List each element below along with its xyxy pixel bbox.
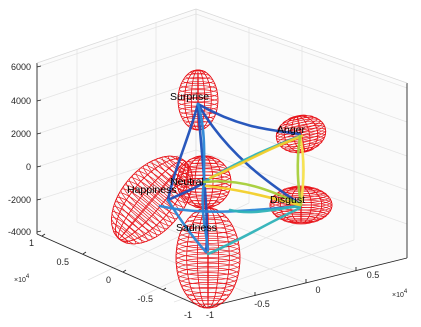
tick-marks (36, 65, 357, 308)
top-right-edge (195, 8, 408, 84)
cluster-label-happiness: Happiness (127, 184, 177, 196)
x-axis-line (203, 257, 408, 309)
y-tick-label: -1 (184, 310, 192, 320)
grid-line (36, 149, 197, 201)
trajectory-line (206, 206, 302, 256)
y-tick-mark (82, 251, 87, 255)
y-tick-label: -0.5 (137, 294, 153, 304)
axes-panes (37, 9, 407, 308)
grid-line (143, 220, 303, 296)
grid-line (195, 81, 408, 157)
trajectory-line (196, 102, 206, 184)
z-tick-mark (36, 165, 42, 168)
y-tick-mark (41, 233, 46, 237)
z-tick-label: 4000 (11, 96, 31, 106)
y-tick-label: 0.5 (56, 257, 69, 267)
ellipsoid-meridian (269, 186, 333, 224)
y-tick-mark (122, 269, 127, 273)
x-tick-label: 0.5 (367, 270, 380, 280)
tick-labels: 6000 4000 2000 0 -2000 -4000 1 0.5 0 -0.… (8, 62, 408, 320)
z-tick-mark (36, 99, 42, 102)
grid-line (195, 13, 408, 89)
axes-frame (36, 8, 408, 309)
ellipsoid-meridian (275, 115, 327, 153)
ellipsoid-meridian (111, 155, 193, 245)
x-tick-label: 0 (315, 285, 320, 295)
trajectory-line (202, 179, 302, 206)
grid-line (87, 202, 250, 281)
cluster-label-disgust: Disgust (270, 194, 305, 206)
trajectory-layer (158, 102, 305, 256)
ellipsoid-meridian (177, 69, 219, 131)
z-tick-label: 0 (26, 162, 31, 172)
grid-line (36, 47, 197, 102)
trajectory-line (166, 180, 206, 202)
trajectory-line (204, 184, 302, 207)
grid-line (36, 13, 197, 68)
trajectory-line (228, 204, 302, 214)
y-tick-mark (162, 287, 167, 291)
y-tick-label: 1 (29, 238, 34, 248)
trajectory-line (201, 180, 210, 252)
trajectory-line (166, 198, 208, 254)
ellipsoid-layer (111, 69, 333, 309)
grid-line (36, 115, 197, 168)
x-tick-label: -1 (206, 310, 214, 320)
z-tick-label: -2000 (8, 195, 31, 205)
y-exponent-label: ×104 (14, 274, 30, 284)
grid-line (195, 47, 408, 123)
z-tick-mark (36, 230, 42, 233)
ellipsoid-meridian (175, 207, 241, 309)
z-tick-mark (36, 198, 42, 201)
y-axis-line (36, 233, 205, 309)
grid-line (173, 239, 355, 303)
cluster-label-sadness: Sadness (176, 222, 217, 234)
cluster-label-neutral: Neutral (170, 176, 204, 188)
trajectory-line (196, 102, 302, 206)
trajectory-line (196, 102, 302, 136)
z-tick-label: 2000 (11, 129, 31, 139)
cluster-label-anger: Anger (277, 124, 306, 136)
z-tick-mark (36, 65, 42, 68)
ellipsoid-anger (275, 114, 327, 154)
trajectory-line (298, 134, 305, 206)
z-tick-mark (36, 132, 42, 135)
cluster-label-surprise: Surprise (170, 91, 209, 103)
top-left-edge (36, 8, 197, 64)
trajectory-line (166, 102, 200, 202)
trajectory-line (296, 134, 303, 207)
x-tick-label: -0.5 (254, 299, 270, 309)
grid-line (36, 81, 197, 135)
y-tick-label: 0 (106, 275, 111, 285)
grid-line (116, 208, 307, 284)
x-exponent-label: ×104 (392, 289, 408, 299)
z-tick-label: 6000 (11, 62, 31, 72)
z-tick-label: -4000 (8, 227, 31, 237)
trajectory-line (208, 134, 304, 180)
